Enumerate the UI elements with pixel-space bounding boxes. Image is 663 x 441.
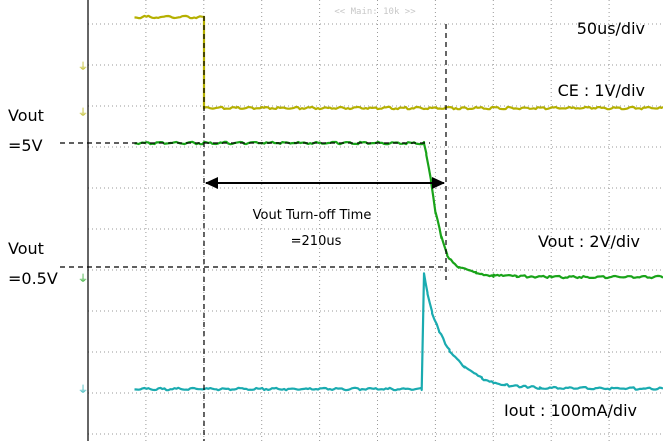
ce-trigger-marker: ⏚: [78, 61, 88, 73]
measurement-cursors: [60, 16, 447, 441]
ce-ground-marker: ⏚: [78, 107, 88, 119]
waveform-traces: [134, 14, 663, 392]
iout-channel-label: Iout : 100mA/div: [504, 401, 637, 420]
ce-channel-label: CE : 1V/div: [558, 81, 645, 100]
timebase-label: 50us/div: [577, 19, 645, 38]
graticule: [88, 0, 663, 441]
iout-ground-marker: ⏚: [78, 384, 88, 396]
vout-5v-label-line1: Vout: [8, 106, 44, 125]
arrow-head-left: [205, 177, 218, 189]
vout-channel-label: Vout : 2V/div: [538, 232, 640, 251]
vout-ground-marker: ⏚: [78, 273, 88, 285]
vout-05v-label-line1: Vout: [8, 239, 44, 258]
arrow-head-right: [432, 177, 445, 189]
trace-iout: [134, 272, 663, 392]
turn-off-time-arrow: [205, 177, 445, 189]
vout-5v-label-line2: =5V: [8, 136, 43, 155]
timebase-header: << Main: 10k >>: [334, 7, 416, 17]
turn-off-time-label-line1: Vout Turn-off Time: [253, 208, 372, 223]
vout-05v-label-line2: =0.5V: [8, 269, 58, 288]
trace-ce: [134, 14, 663, 111]
trace-vout: [134, 140, 663, 280]
channel-markers: ⏚ ⏚ ⏚ ⏚: [78, 61, 88, 396]
turn-off-time-label-line2: =210us: [291, 234, 342, 249]
